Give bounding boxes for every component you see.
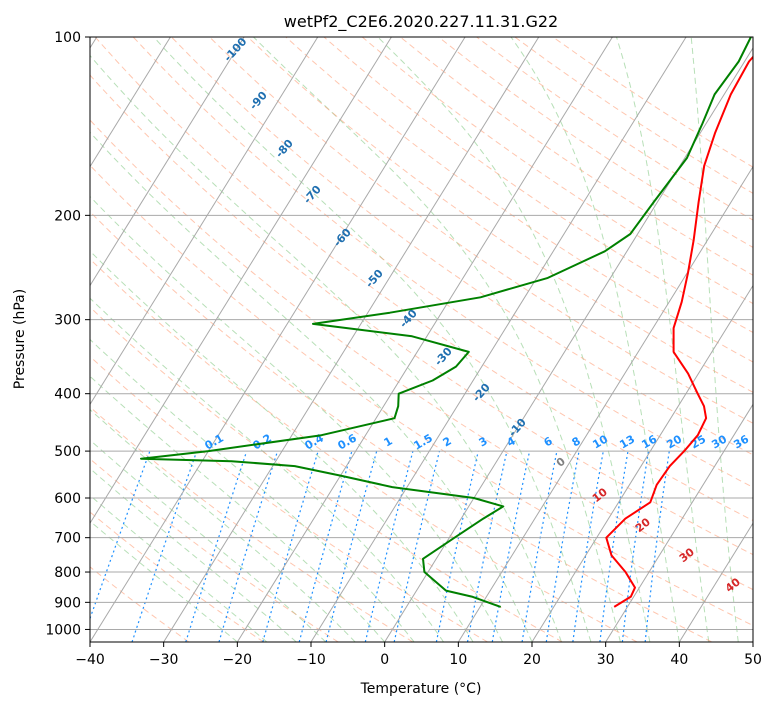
y-tick-label: 400 <box>54 387 81 403</box>
profile-series <box>140 37 753 608</box>
y-tick-label: 1000 <box>45 622 81 638</box>
mixing-ratio-line <box>262 450 319 642</box>
dry-adiabat-line <box>90 164 753 627</box>
moist-adiabat-line <box>510 37 680 642</box>
moist-adiabat-line <box>90 467 297 642</box>
isotherm-line <box>605 403 753 642</box>
plot-area: -100-90-80-70-60-50-40-30-20-100.1 0.2 0.4… <box>90 37 753 642</box>
x-tick-label: −10 <box>296 652 326 668</box>
x-tick-label: 10 <box>449 652 467 668</box>
isotherm-line <box>90 37 245 287</box>
mixing-ratio-line <box>491 450 531 642</box>
x-tick-label: −20 <box>223 652 253 668</box>
x-tick-label: 50 <box>744 652 762 668</box>
moist-adiabat-line <box>377 37 651 642</box>
chart-title: wetPf2_C2E6.2020.227.11.31.G22 <box>284 12 558 32</box>
x-axis-ticks: −40 −30 −20 −10 0 10 20 30 40 50 <box>75 642 762 668</box>
moist-adiabat-line <box>90 250 474 642</box>
y-tick-label: 100 <box>54 30 81 46</box>
moist-adiabat-line <box>90 494 268 642</box>
dry-adiabat-line <box>90 511 264 642</box>
plot-frame <box>89 36 754 643</box>
isotherm-line <box>90 37 171 168</box>
isotherm-line <box>457 165 753 642</box>
isotherm-line <box>90 37 392 525</box>
mixing-ratio-line <box>393 450 441 642</box>
y-tick-label: 800 <box>54 565 81 581</box>
dry-adiabat-line <box>90 258 638 642</box>
dewpoint-profile-line <box>140 37 752 608</box>
isotherm-line <box>310 37 687 642</box>
dry-adiabat-line <box>90 566 190 642</box>
x-tick-label: −40 <box>75 652 105 668</box>
moist-adiabat-line <box>90 54 562 642</box>
isotherm-line <box>531 284 753 642</box>
x-tick-label: 0 <box>380 652 389 668</box>
isotherms <box>90 37 753 642</box>
moist-adiabat-line <box>153 37 592 642</box>
dry-adiabat-line <box>285 37 753 363</box>
y-axis-ticks: 100 200 300 400 500 600 700 800 900 1000 <box>45 30 90 638</box>
mixing-ratio-line <box>90 450 151 621</box>
mixing-ratio-line <box>298 450 353 642</box>
mixing-ratio-line <box>325 450 378 642</box>
isotherm-line <box>678 522 753 642</box>
y-tick-label: 500 <box>54 444 81 460</box>
y-axis-title: Pressure (hPa) <box>12 289 28 389</box>
mixing-ratio-line <box>218 450 279 642</box>
dry-adiabat-line <box>132 37 753 488</box>
moist-adiabat-line <box>690 37 739 642</box>
temperature-profile-line <box>605 55 753 608</box>
dry-adiabat-line <box>94 37 753 522</box>
dry-adiabat-line <box>90 119 753 591</box>
y-tick-label: 300 <box>54 313 81 329</box>
mixing-ratio-line <box>435 450 479 642</box>
moist-adiabat-line <box>90 338 415 642</box>
dry-adiabat-line <box>171 37 753 456</box>
x-tick-label: 20 <box>523 652 541 668</box>
moist-adiabat-line <box>90 297 444 642</box>
y-tick-label: 900 <box>54 595 81 611</box>
y-tick-label: 700 <box>54 531 81 547</box>
dry-adiabat-line <box>90 458 339 642</box>
dry-adiabat-line <box>90 211 712 642</box>
isotherm-line <box>90 37 319 406</box>
moist-adiabat-line <box>90 408 356 642</box>
dry-adiabat-line <box>90 355 488 642</box>
mixing-ratio-line <box>364 450 414 642</box>
x-tick-label: 30 <box>597 652 615 668</box>
moist-adiabat-line <box>253 37 621 642</box>
isotherm-line <box>90 37 466 642</box>
x-tick-label: −30 <box>149 652 179 668</box>
isotherm-line <box>163 37 540 642</box>
x-tick-label: 40 <box>670 652 688 668</box>
mixing-ratio-line <box>185 450 248 642</box>
isotherm-line <box>384 46 753 642</box>
moist-adiabat-line <box>90 439 327 642</box>
mixing-ratio-line <box>466 450 508 642</box>
pressure-grid <box>90 37 753 630</box>
y-tick-label: 200 <box>54 208 81 224</box>
dry-adiabat-line <box>90 306 563 642</box>
x-axis-title: Temperature (°C) <box>360 681 482 697</box>
y-tick-label: 600 <box>54 491 81 507</box>
dry-adiabat-line <box>323 37 753 334</box>
